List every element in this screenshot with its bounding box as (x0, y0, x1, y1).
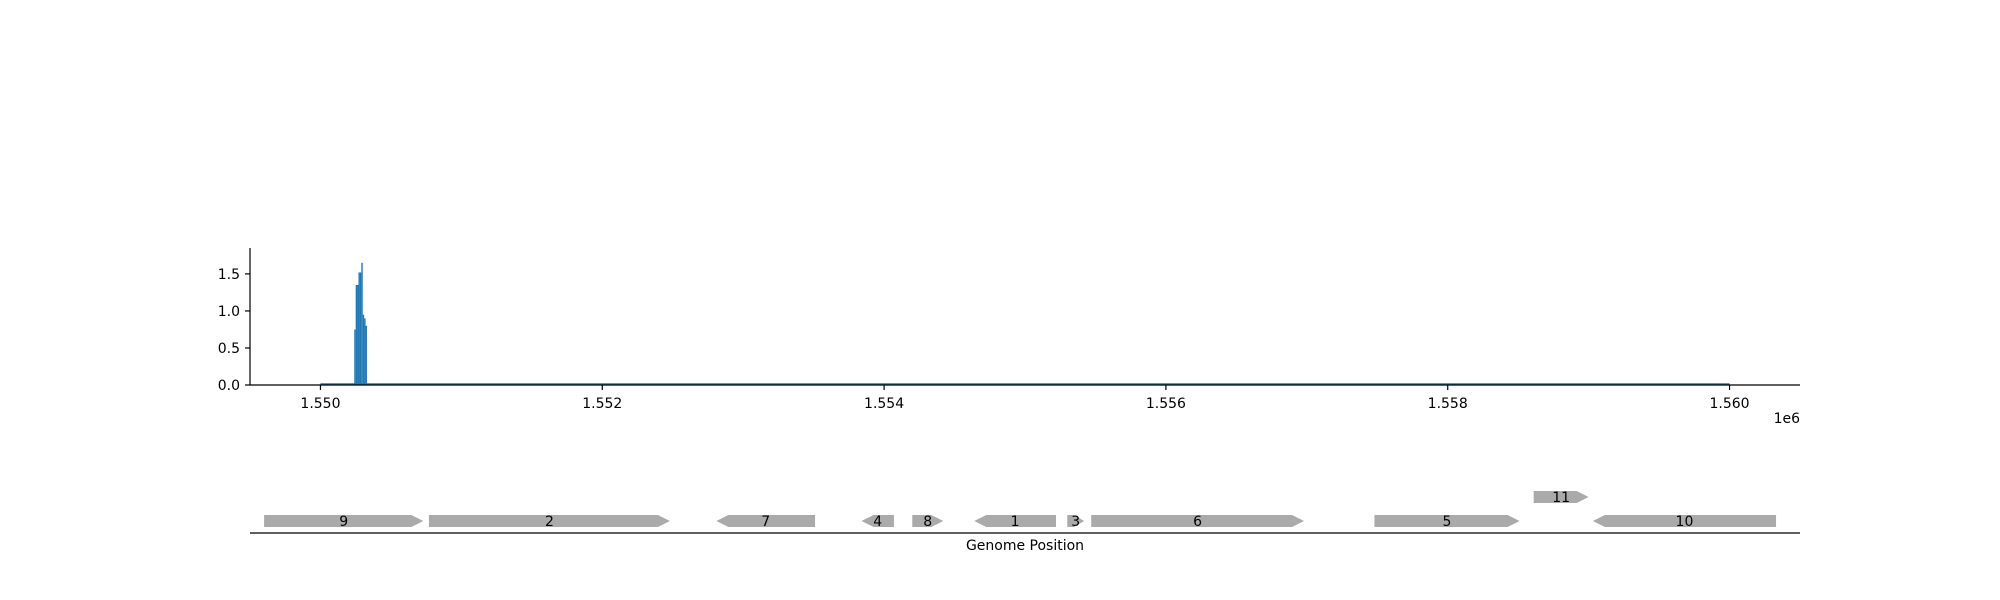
y-tick-label: 1.0 (218, 304, 240, 320)
gene-track: 9 2 7 4 8 1 3 6 5 11 10 Genome Position (250, 490, 1800, 554)
y-tick-label: 0.5 (218, 341, 240, 357)
x-tick-label: 1.550 (300, 396, 340, 412)
coverage-bar (357, 285, 359, 385)
gene-arrows: 9 2 7 4 8 1 3 6 5 11 10 (264, 490, 1777, 530)
gene-arrow (1067, 515, 1085, 527)
gene-arrow (861, 515, 894, 527)
gene-arrow (1533, 491, 1589, 503)
gene-track-xlabel: Genome Position (966, 538, 1084, 554)
coverage-bar (358, 272, 360, 385)
coverage-bar (359, 272, 362, 385)
gene-arrow (428, 515, 670, 527)
gene-label: 2 (545, 514, 554, 530)
gene-arrow (912, 515, 944, 527)
x-tick-label: 1.560 (1709, 396, 1749, 412)
gene-arrow (264, 515, 424, 527)
gene-arrow (1091, 515, 1304, 527)
coverage-bar (361, 262, 363, 385)
x-tick-label: 1.554 (864, 396, 904, 412)
y-axis-ticks: 0.0 0.5 1.0 1.5 (218, 267, 250, 394)
gene-label: 5 (1443, 514, 1452, 530)
gene-label: 8 (923, 514, 932, 530)
x-axis-ticks: 1.550 1.552 1.554 1.556 1.558 1.560 (300, 385, 1750, 412)
gene-label: 9 (339, 514, 348, 530)
gene-arrow (1592, 515, 1777, 527)
y-tick-label: 1.5 (218, 267, 240, 283)
gene-label: 6 (1193, 514, 1202, 530)
gene-label: 11 (1552, 490, 1570, 506)
coverage-bar (364, 318, 366, 385)
x-tick-label: 1.556 (1146, 396, 1186, 412)
coverage-bar (355, 285, 358, 385)
gene-arrow (1374, 515, 1520, 527)
gene-label: 7 (761, 514, 770, 530)
coverage-bar (354, 329, 356, 385)
gene-label: 1 (1011, 514, 1020, 530)
gene-label: 4 (873, 514, 882, 530)
coverage-plot: 0.00.51.01.5 1.550 1.552 1.554 1.556 1.558 1.… (218, 248, 1800, 427)
gene-label: 10 (1676, 514, 1694, 530)
gene-arrow (974, 515, 1056, 527)
x-tick-label: 1.558 (1428, 396, 1468, 412)
coverage-bar (365, 325, 367, 385)
gene-arrow (716, 515, 816, 527)
coverage-bar (362, 314, 365, 385)
coverage-bars (354, 262, 367, 385)
x-tick-label: 1.552 (582, 396, 622, 412)
y-tick-label: 0.0 (218, 378, 240, 394)
gene-label: 3 (1071, 514, 1080, 530)
x-axis-offset-label: 1e6 (1774, 411, 1801, 427)
